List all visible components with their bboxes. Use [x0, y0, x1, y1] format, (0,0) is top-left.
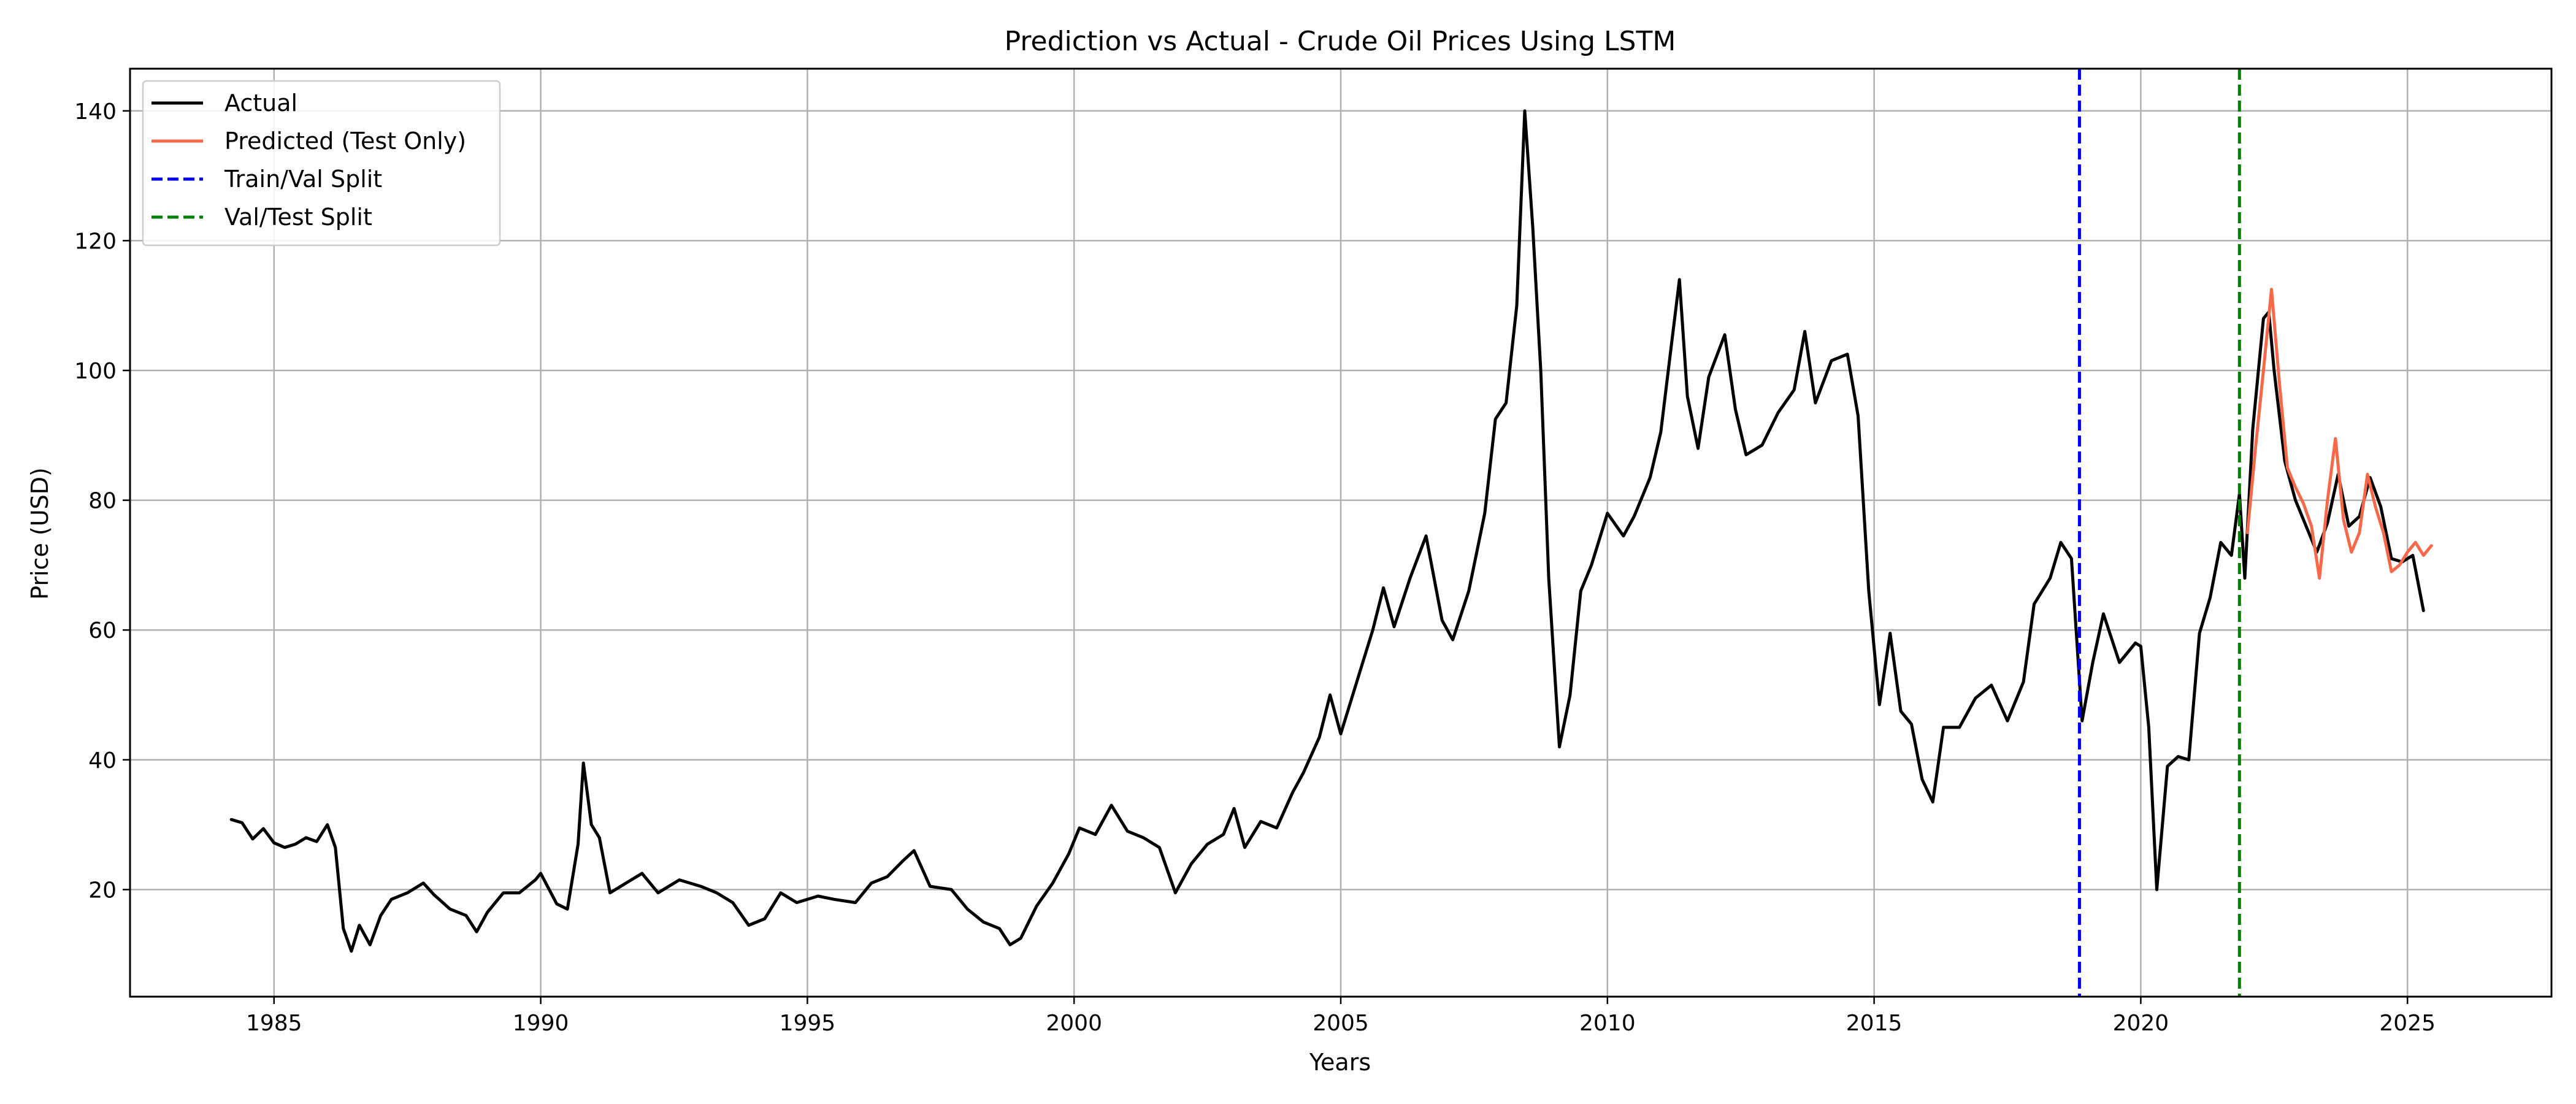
legend-entry-label: Val/Test Split [224, 204, 372, 231]
y-tick-label: 80 [88, 489, 117, 514]
x-tick-label: 2015 [1846, 1011, 1903, 1036]
x-tick-label: 1985 [246, 1011, 302, 1036]
y-axis: 20 40 60 80 100 120 140 [74, 99, 130, 903]
y-tick-label: 120 [74, 229, 117, 254]
series-line-actual [229, 109, 2425, 953]
series-line-predicted-test-only [2245, 288, 2433, 580]
y-tick-label: 40 [88, 748, 117, 773]
x-tick-label: 1990 [513, 1011, 569, 1036]
legend-box [142, 80, 501, 247]
y-tick-label: 140 [74, 99, 117, 125]
y-axis-label: Price (USD) [26, 467, 53, 600]
legend-entry-label: Actual [224, 90, 297, 117]
legend: Actual Predicted (Test Only) Train/Val Spl… [142, 80, 501, 247]
x-axis-label: Years [1309, 1049, 1371, 1076]
legend-entry-label: Train/Val Split [224, 166, 382, 193]
grid-lines [130, 69, 2551, 997]
x-tick-label: 2025 [2379, 1011, 2436, 1036]
legend-entry-label: Predicted (Test Only) [224, 128, 466, 155]
x-tick-label: 1995 [780, 1011, 836, 1036]
x-axis: 1985 1990 1995 2000 2005 2010 2015 2020 2025 [246, 997, 2436, 1036]
y-tick-label: 60 [88, 618, 117, 643]
x-tick-label: 2000 [1046, 1011, 1102, 1036]
plot-lines [229, 69, 2433, 997]
chart-title: Prediction vs Actual - Crude Oil Prices … [1005, 26, 1676, 57]
x-tick-label: 2020 [2113, 1011, 2169, 1036]
x-tick-label: 2005 [1313, 1011, 1369, 1036]
y-tick-label: 100 [74, 359, 117, 384]
y-tick-label: 20 [88, 878, 117, 903]
x-tick-label: 2010 [1579, 1011, 1636, 1036]
